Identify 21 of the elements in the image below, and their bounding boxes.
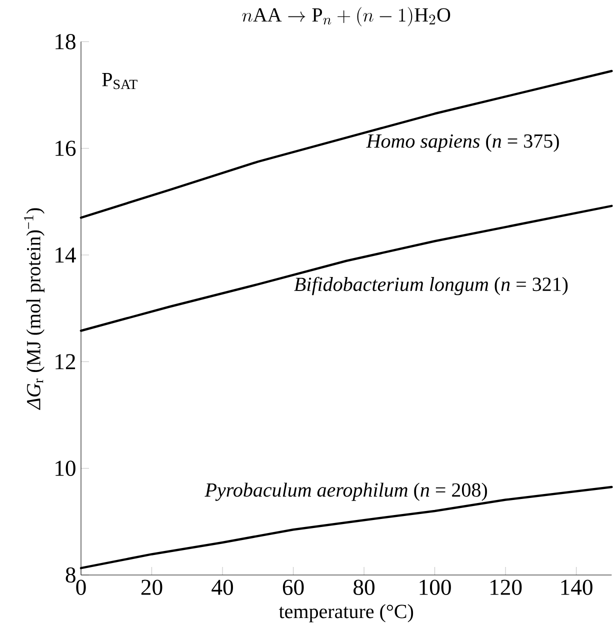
series-label: Homo sapiens (n = 375) [366,134,559,152]
x-tick-label: 20 [141,580,162,596]
x-tick-label: 40 [212,580,233,596]
x-axis-title: temperature (°C) [278,604,414,622]
y-tick-label: 8 [66,567,76,583]
x-tick-label: 100 [420,580,451,596]
annotation: P$_{SAT}$ [102,73,138,90]
x-tick-label: 140 [561,580,592,596]
x-tick-label: 120 [490,580,522,596]
x-tick-label: 0 [76,580,86,596]
series-label: Bifidobacterium longum (n = 321) [294,276,568,296]
chart-title: $n\mathrm{AA}\rightarrow\mathrm{P}_{n}+(n-1)\mathrm{H}_{2}\mathrm{O}$ [242,7,450,26]
y-axis-title: ΔG$_{r}$ (MJ (mol protein)$^{−1}$) [24,208,44,410]
y-tick-label: 14 [56,248,76,262]
y-tick-label: 16 [56,140,76,156]
y-tick-label: 12 [56,354,76,370]
y-tick-label: 18 [56,34,76,50]
x-tick-label: 60 [282,580,304,596]
series-label: Pyrobaculum aerophilum (n = 208) [204,482,487,501]
y-tick-label: 10 [56,460,76,476]
x-tick-label: 80 [354,580,374,596]
